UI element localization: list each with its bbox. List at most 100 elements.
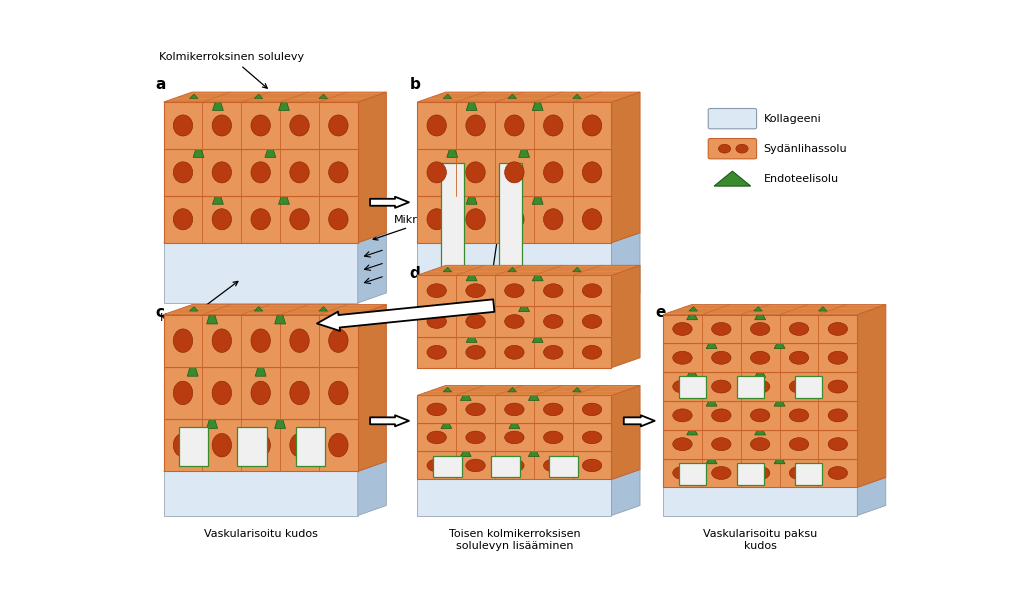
Ellipse shape: [427, 346, 446, 359]
Polygon shape: [189, 94, 198, 98]
Ellipse shape: [290, 433, 309, 457]
Polygon shape: [818, 307, 827, 311]
Ellipse shape: [751, 467, 770, 479]
Polygon shape: [187, 358, 198, 376]
Ellipse shape: [465, 209, 485, 230]
Ellipse shape: [465, 314, 485, 328]
Polygon shape: [663, 458, 857, 487]
Ellipse shape: [718, 145, 730, 153]
Ellipse shape: [328, 381, 348, 404]
Polygon shape: [755, 425, 765, 435]
Ellipse shape: [582, 459, 602, 472]
Ellipse shape: [173, 209, 192, 230]
Ellipse shape: [290, 381, 309, 404]
Ellipse shape: [673, 409, 693, 422]
Polygon shape: [207, 410, 218, 428]
Polygon shape: [686, 425, 698, 435]
Ellipse shape: [790, 467, 809, 479]
Polygon shape: [417, 479, 612, 515]
Polygon shape: [499, 163, 522, 280]
Polygon shape: [663, 487, 857, 515]
Polygon shape: [417, 265, 640, 275]
Ellipse shape: [673, 351, 693, 364]
Ellipse shape: [465, 403, 485, 416]
Polygon shape: [460, 446, 472, 457]
Ellipse shape: [251, 433, 270, 457]
Polygon shape: [528, 391, 539, 400]
Text: Vaskularisoitu paksu
kudos: Vaskularisoitu paksu kudos: [703, 529, 817, 551]
Ellipse shape: [829, 409, 848, 422]
Ellipse shape: [751, 351, 770, 364]
Polygon shape: [443, 267, 452, 272]
Ellipse shape: [465, 459, 485, 472]
Polygon shape: [164, 305, 387, 314]
Ellipse shape: [673, 467, 693, 479]
Polygon shape: [358, 461, 387, 515]
Ellipse shape: [582, 314, 602, 328]
Ellipse shape: [790, 351, 809, 364]
Ellipse shape: [712, 380, 731, 393]
Polygon shape: [443, 94, 452, 98]
Ellipse shape: [829, 380, 848, 393]
Ellipse shape: [543, 403, 563, 416]
Text: Vaskularisoitu kudos: Vaskularisoitu kudos: [204, 529, 317, 539]
Text: Endoteelisolu: Endoteelisolu: [764, 174, 839, 184]
Ellipse shape: [251, 329, 270, 352]
Polygon shape: [207, 305, 218, 324]
Polygon shape: [441, 419, 452, 428]
Ellipse shape: [328, 329, 348, 352]
Ellipse shape: [212, 209, 231, 230]
Polygon shape: [754, 307, 762, 311]
Polygon shape: [532, 188, 543, 204]
Polygon shape: [164, 419, 358, 472]
Ellipse shape: [543, 314, 563, 328]
Ellipse shape: [290, 162, 309, 183]
Polygon shape: [663, 314, 857, 343]
Polygon shape: [164, 243, 358, 303]
Ellipse shape: [427, 162, 446, 183]
Polygon shape: [663, 305, 886, 314]
Ellipse shape: [504, 314, 524, 328]
Ellipse shape: [712, 409, 731, 422]
Polygon shape: [466, 94, 477, 110]
Polygon shape: [612, 470, 640, 515]
Polygon shape: [857, 478, 886, 515]
Ellipse shape: [582, 403, 602, 416]
Text: Toisen kolmikerroksisen
solulevyn lisääminen: Toisen kolmikerroksisen solulevyn lisääm…: [448, 529, 580, 551]
FancyArrowPatch shape: [370, 415, 409, 427]
Ellipse shape: [504, 459, 524, 472]
Polygon shape: [254, 307, 263, 311]
Polygon shape: [519, 141, 530, 157]
Polygon shape: [189, 307, 198, 311]
Polygon shape: [714, 171, 751, 186]
Text: Kollageeni: Kollageeni: [764, 113, 821, 124]
Ellipse shape: [582, 346, 602, 359]
Polygon shape: [164, 472, 358, 515]
Polygon shape: [573, 94, 581, 98]
Ellipse shape: [673, 322, 693, 335]
Ellipse shape: [251, 381, 270, 404]
Ellipse shape: [212, 162, 231, 183]
Polygon shape: [164, 461, 387, 472]
Ellipse shape: [504, 115, 524, 136]
Polygon shape: [265, 141, 276, 157]
Ellipse shape: [427, 431, 446, 444]
Polygon shape: [255, 358, 266, 376]
Polygon shape: [507, 267, 517, 272]
Ellipse shape: [543, 115, 563, 136]
Ellipse shape: [504, 403, 524, 416]
Polygon shape: [417, 102, 612, 149]
Ellipse shape: [427, 459, 446, 472]
Polygon shape: [441, 163, 463, 280]
Text: Sydänlihassolu: Sydänlihassolu: [764, 143, 847, 154]
Polygon shape: [663, 430, 857, 458]
Ellipse shape: [582, 431, 602, 444]
Ellipse shape: [173, 162, 192, 183]
Ellipse shape: [173, 433, 192, 457]
Ellipse shape: [328, 209, 348, 230]
Text: d: d: [409, 266, 420, 281]
Ellipse shape: [212, 381, 231, 404]
Polygon shape: [573, 388, 581, 392]
Ellipse shape: [582, 115, 602, 136]
Polygon shape: [358, 92, 387, 243]
